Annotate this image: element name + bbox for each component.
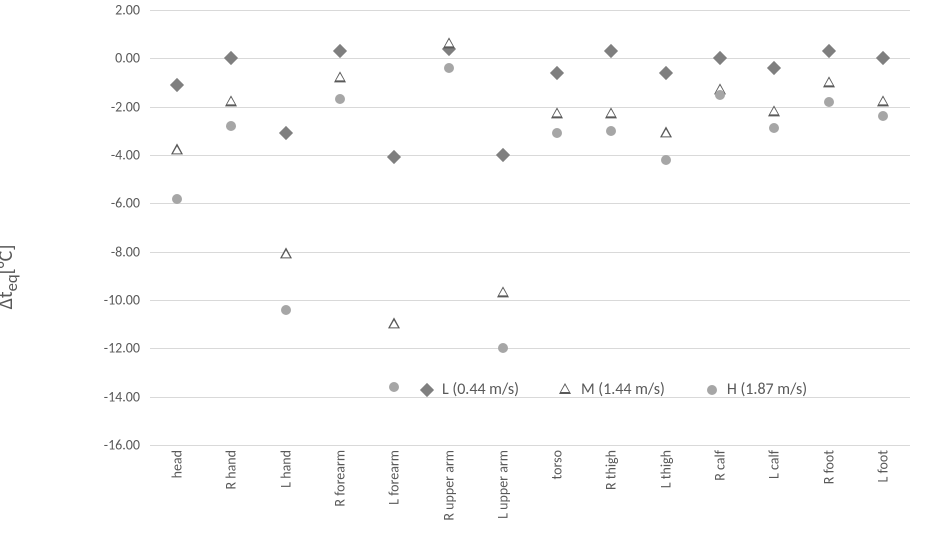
data-point-M [171,144,183,155]
data-point-H [715,90,725,100]
data-point-H [552,128,562,138]
data-point-H [878,111,888,121]
data-point-L [659,66,673,80]
legend-label-M: M (1.44 m/s) [581,380,665,399]
data-point-L [876,51,890,65]
data-point-H [661,155,671,165]
x-tick-label: L foot [874,450,891,482]
data-point-L [496,148,510,162]
diamond-icon [420,383,434,397]
data-point-H [769,123,779,133]
data-point-L [224,51,238,65]
y-tick-label: -10.00 [104,292,140,309]
y-tick-label: -4.00 [111,147,140,164]
x-tick-label: R foot [820,450,837,484]
data-point-H [824,97,834,107]
x-tick-label: L hand [277,450,294,488]
x-axis-labels: head R hand L hand R forearm L forearm R uppe… [150,450,910,545]
data-point-L [279,126,293,140]
x-tick-label: head [169,450,186,478]
data-point-L [170,78,184,92]
x-tick-label: R hand [223,450,240,490]
x-tick-label: L thigh [657,450,674,488]
data-point-M [225,95,237,106]
data-point-M [660,127,672,138]
x-tick-label: R upper arm [440,450,457,521]
data-point-H [389,382,399,392]
data-point-H [606,126,616,136]
legend-item-L: L (0.44 m/s) [420,380,519,399]
gridline [150,252,910,253]
data-point-M [443,37,455,48]
data-point-L [387,150,401,164]
y-tick-label: 2.00 [115,2,140,19]
data-point-M [551,107,563,118]
chart-container: Δteq[°C] 2.00 0.00 -2.00 -4.00 -6.00 -8.00 -10… [0,0,938,553]
gridline [150,107,910,108]
data-point-M [280,247,292,258]
legend-label-L: L (0.44 m/s) [442,380,519,399]
circle-icon [705,383,719,397]
y-tick-label: -2.00 [111,98,140,115]
y-axis-label: Δteq[°C] [0,244,22,309]
y-tick-label: -6.00 [111,195,140,212]
data-point-L [713,51,727,65]
data-point-L [821,44,835,58]
gridline [150,348,910,349]
data-point-H [281,305,291,315]
x-tick-label: R thigh [603,450,620,490]
data-point-L [333,44,347,58]
gridline [150,445,910,446]
data-point-M [877,95,889,106]
data-point-H [226,121,236,131]
data-point-M [768,105,780,116]
data-point-M [605,107,617,118]
x-tick-label: torso [549,450,566,479]
data-point-M [334,71,346,82]
x-tick-label: L forearm [386,450,403,505]
data-point-H [335,94,345,104]
data-point-H [172,194,182,204]
legend-item-M: M (1.44 m/s) [559,380,665,399]
legend-label-H: H (1.87 m/s) [727,380,807,399]
x-tick-label: L upper arm [494,450,511,519]
gridline [150,10,910,11]
y-tick-label: 0.00 [115,50,140,67]
y-tick-label: -16.00 [104,437,140,454]
data-point-H [498,343,508,353]
gridline [150,58,910,59]
gridline [150,155,910,156]
x-tick-label: L calf [766,450,783,479]
data-point-L [550,66,564,80]
data-point-L [767,61,781,75]
legend-item-H: H (1.87 m/s) [705,380,807,399]
data-point-H [444,63,454,73]
data-point-M [388,318,400,329]
y-tick-label: -14.00 [104,388,140,405]
x-tick-label: R forearm [332,450,349,507]
legend: L (0.44 m/s) M (1.44 m/s) H (1.87 m/s) [420,380,807,399]
data-point-M [497,286,509,297]
gridline [150,300,910,301]
x-tick-label: R calf [712,450,729,481]
data-point-L [604,44,618,58]
y-tick-label: -12.00 [104,340,140,357]
y-tick-label: -8.00 [111,243,140,260]
triangle-icon [559,383,573,397]
data-point-M [823,76,835,87]
gridline [150,203,910,204]
